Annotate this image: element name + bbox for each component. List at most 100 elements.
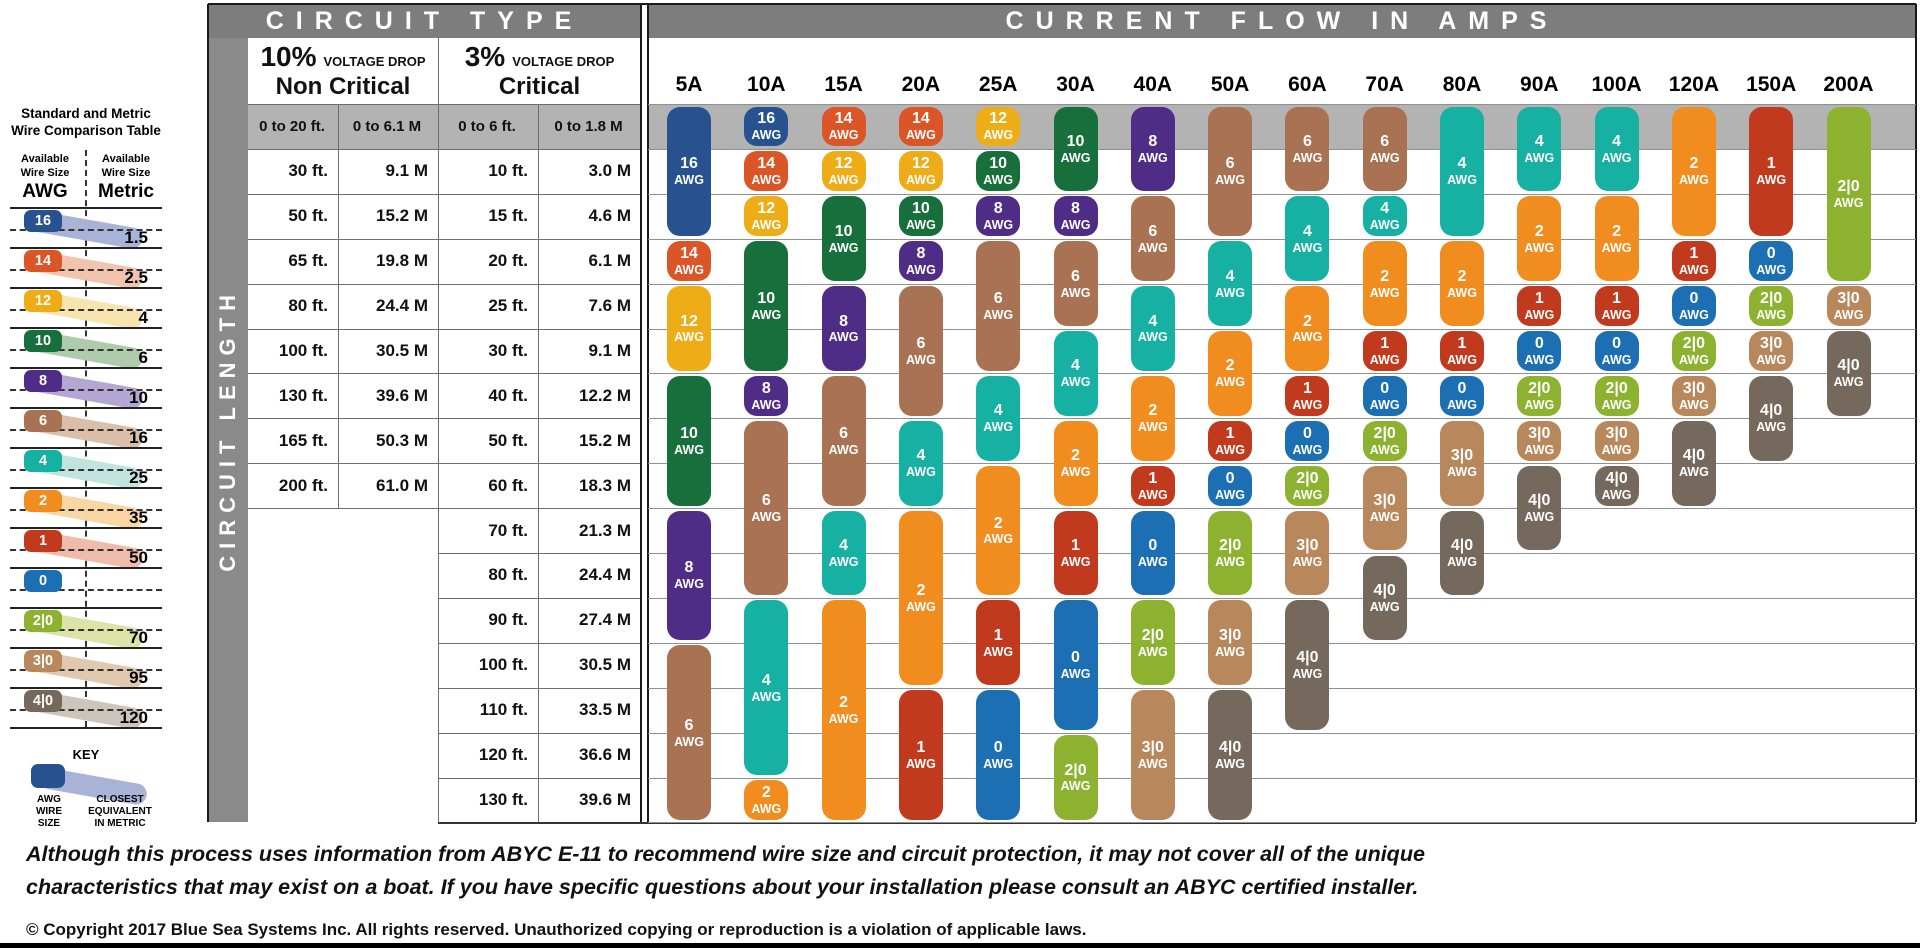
awg-pill: 3|0 [24,650,62,672]
wire-pill-size: 2|0 [1218,537,1242,555]
metric-value: 6 [138,348,148,367]
row-label-ft10: 165 ft. [278,430,328,450]
wire-pill: 10 AWG [898,196,943,237]
wire-pill: 10 AWG [744,241,789,371]
wire-pill-unit: AWG [1292,397,1323,412]
row-label-ft10: 80 ft. [288,296,328,316]
wire-pill-unit: AWG [1447,285,1477,300]
wire-pill: 6 AWG [976,241,1021,371]
wire-pill-size: 4 [839,537,849,555]
wire-pill-size: 4|0 [1605,469,1628,487]
subheader-10pct-name: Non Critical [275,73,411,100]
wire-pill-unit: AWG [905,218,936,233]
gridline-horizontal [648,328,1916,330]
wire-pill: 4 AWG [1440,106,1484,237]
wire-pill-unit: AWG [1215,442,1246,457]
wire-pill-size: 16 [680,155,698,173]
wire-pill-unit: AWG [1060,667,1091,682]
wire-pill: 1 AWG [1749,106,1794,237]
wire-pill-size: 2 [839,694,849,712]
wire-pill: 4|0 AWG [1517,465,1562,551]
wire-pill-size: 3|0 [1605,424,1628,442]
wire-pill: 2|0 AWG [1517,375,1562,416]
gridline-horizontal [438,732,641,734]
wire-pill-unit: AWG [1601,442,1632,457]
sidebar-row-dashed-line [10,589,162,591]
sidebar-row-divider [10,407,162,409]
awg-pill: 4|0 [24,690,62,712]
wire-pill-unit: AWG [751,689,782,704]
wire-pill-size: 1 [993,626,1003,644]
wire-pill: 4|0 AWG [1826,331,1871,416]
circuit-length-bar: CIRCUIT LENGTH [208,38,248,822]
metric-value: 120 [119,708,148,727]
wire-pill: 4 AWG [1362,196,1407,237]
wire-pill: 4 AWG [1517,106,1562,192]
sidebar-row-divider [10,367,162,369]
wire-pill-unit: AWG [828,442,859,457]
wire-pill: 1 AWG [1517,286,1562,326]
wire-pill-unit: AWG [1524,240,1555,255]
sidebar-row-divider [10,287,162,289]
wire-pill-unit: AWG [1215,644,1246,659]
wire-pill: 6 AWG [1362,106,1407,192]
gridline-horizontal [648,642,1916,644]
wire-pill-size: 3|0 [1296,537,1319,555]
wire-pill-unit: AWG [983,173,1014,188]
row-label-ft3: 100 ft. [478,655,528,675]
wire-pill: 1 AWG [1285,375,1330,416]
gridline-horizontal [248,508,641,510]
wire-pill-unit: AWG [1447,465,1477,480]
wire-pill-size: 0 [1766,245,1776,263]
wire-pill-unit: AWG [1756,263,1787,278]
wire-pill: 2|0 AWG [1671,331,1716,371]
row-label-m10: 15.2 M [376,206,428,226]
wire-pill-unit: AWG [1137,240,1168,255]
wire-pill: 10 AWG [667,375,711,506]
wire-pill-size: 6 [1380,132,1390,150]
wire-pill-size: 3|0 [1141,739,1164,757]
wire-pill-unit: AWG [905,263,936,278]
wire-pill-size: 1 [1225,424,1235,442]
wire-pill: 2 AWG [1285,286,1330,371]
wire-pill-size: 1 [1457,334,1467,352]
wire-pill-size: 4|0 [1682,447,1706,465]
wire-pill-unit: AWG [1369,285,1400,300]
wire-pill-unit: AWG [674,577,704,592]
wire-pill-size: 4|0 [1218,739,1242,757]
wire-pill-unit: AWG [905,352,936,367]
wire-pill-unit: AWG [983,532,1014,547]
amp-column-header: 20A [901,73,941,96]
wire-pill: 10 AWG [1053,106,1098,192]
wire-pill: 8 AWG [898,241,943,282]
wire-pill-unit: AWG [1678,397,1709,412]
wire-pill-unit: AWG [905,128,936,143]
row-label-m3: 30.5 M [579,655,631,675]
wire-pill-size: 1 [1689,245,1699,263]
sidebar-row-dashed-line [10,509,162,511]
circuit-type-header: CIRCUIT TYPE [208,4,641,38]
wire-pill-size: 0 [1071,649,1080,667]
gridline-horizontal [648,373,1916,375]
wire-pill: 8 AWG [744,375,789,416]
wire-pill: 2|0 AWG [1594,375,1639,416]
sidebar-row-dashed-line [10,349,162,351]
wire-pill-unit: AWG [1369,599,1400,614]
wire-pill-unit: AWG [1369,352,1400,367]
row-label-ft3: 90 ft. [488,610,528,630]
wire-pill: 0 AWG [976,690,1021,820]
amp-column-header: 120A [1668,73,1719,96]
wire-pill: 0 AWG [1749,241,1794,282]
sidebar-title: Standard and Metric Wire Comparison Tabl… [11,106,161,138]
wire-pill: 2|0 AWG [1362,420,1407,461]
wire-pill-unit: AWG [828,330,859,345]
wire-pill-unit: AWG [674,330,704,345]
wire-pill-size: 8 [684,559,694,577]
wire-pill: 3|0 AWG [1130,690,1175,820]
awg-pill: 10 [24,330,62,352]
wire-pill-size: 2 [1225,357,1235,375]
wire-pill: 4 AWG [1594,106,1639,192]
section-divider-line [647,4,649,823]
wire-pill-size: 2 [1534,222,1544,240]
wire-pill-size: 3|0 [1218,626,1242,644]
